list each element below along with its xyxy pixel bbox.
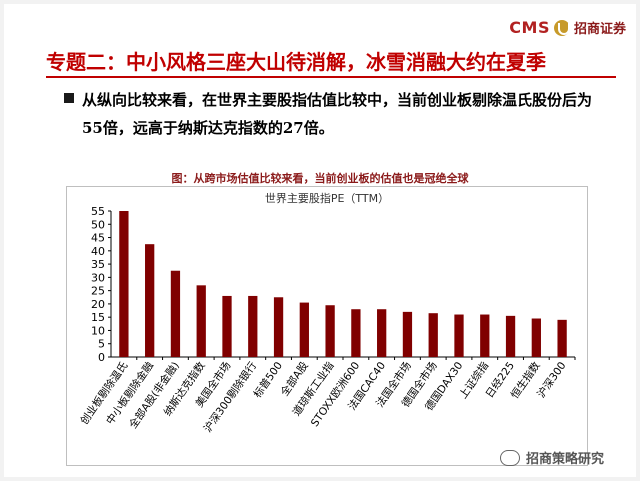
y-tick-label: 50 [91,218,105,231]
chart-title: 世界主要股指PE（TTM） [264,192,390,205]
bar [170,270,181,357]
y-tick-label: 5 [98,338,105,351]
bar [351,309,361,357]
bar [557,319,567,357]
watermark-text: 招商策略研究 [526,452,605,467]
bar [273,297,284,357]
bar [402,311,413,357]
bar [119,211,129,357]
header-bar: CMS 招商证券 [4,4,636,42]
y-tick-label: 30 [91,271,105,284]
bar [145,244,155,357]
bar [196,285,206,357]
y-tick-label: 25 [91,285,105,298]
y-tick-label: 55 [91,205,105,218]
slide-title: 专题二：中小风格三座大山待消解，冰雪消融大约在夏季 [46,50,546,74]
bar [299,302,309,357]
bar [505,315,516,357]
bar [480,314,490,357]
bar [325,305,335,357]
y-tick-label: 15 [91,311,105,324]
pe-bar-chart: 0510152025303540455055创业板剔除温氏中小板剔除金融全部A股… [78,205,576,435]
y-tick-label: 0 [98,351,105,364]
figure-caption: 图：从跨市场估值比较来看，当前创业板的估值也是冠绝全球 [171,172,469,185]
y-tick-label: 10 [91,324,105,337]
slide: CMS 招商证券 专题二：中小风格三座大山待消解，冰雪消融大约在夏季 从纵向比较… [4,4,636,477]
logo-mark-icon [553,19,570,36]
wechat-watermark: 招商策略研究 [500,448,604,467]
y-tick-label: 40 [91,245,105,258]
bar [377,309,387,357]
y-tick-label: 35 [91,258,105,271]
bullet-text: 从纵向比较来看，在世界主要股指估值比较中，当前创业板剔除温氏股份后为55倍，远高… [82,91,593,137]
bar [454,314,464,357]
bar [428,313,438,357]
wechat-icon [500,449,520,466]
title-divider [46,76,616,78]
y-tick-label: 45 [91,232,105,245]
company-logo: CMS 招商证券 [509,18,626,37]
bar [222,295,232,357]
logo-text: CMS [509,18,550,37]
chart-frame: 世界主要股指PE（TTM） 0 5 10 15 20 25 30 35 40 45 50 55 创业板剔… [66,186,588,466]
bar [531,318,541,357]
bar [248,295,258,357]
bullet-square-icon [64,93,74,103]
y-tick-label: 20 [91,298,105,311]
logo-name: 招商证券 [573,22,626,37]
